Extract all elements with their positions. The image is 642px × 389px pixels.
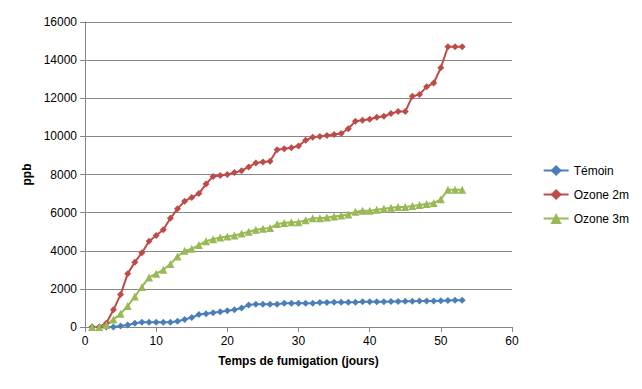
svg-text:12000: 12000 bbox=[44, 91, 78, 105]
svg-text:Ozone 2m: Ozone 2m bbox=[574, 188, 629, 202]
svg-text:Ozone 3m: Ozone 3m bbox=[574, 212, 629, 226]
svg-text:50: 50 bbox=[434, 334, 448, 348]
svg-text:20: 20 bbox=[221, 334, 235, 348]
svg-text:0: 0 bbox=[82, 334, 89, 348]
svg-text:16000: 16000 bbox=[44, 15, 78, 29]
svg-text:40: 40 bbox=[363, 334, 377, 348]
svg-text:6000: 6000 bbox=[50, 206, 77, 220]
svg-text:4000: 4000 bbox=[50, 244, 77, 258]
svg-text:10: 10 bbox=[149, 334, 163, 348]
svg-text:2000: 2000 bbox=[50, 282, 77, 296]
svg-text:Temps de fumigation (jours): Temps de fumigation (jours) bbox=[218, 354, 378, 368]
svg-text:ppb: ppb bbox=[20, 164, 34, 186]
svg-text:0: 0 bbox=[70, 320, 77, 334]
svg-text:10000: 10000 bbox=[44, 129, 78, 143]
svg-text:14000: 14000 bbox=[44, 53, 78, 67]
svg-text:Témoin: Témoin bbox=[574, 164, 614, 178]
svg-text:30: 30 bbox=[292, 334, 306, 348]
svg-text:8000: 8000 bbox=[50, 168, 77, 182]
svg-text:60: 60 bbox=[505, 334, 519, 348]
